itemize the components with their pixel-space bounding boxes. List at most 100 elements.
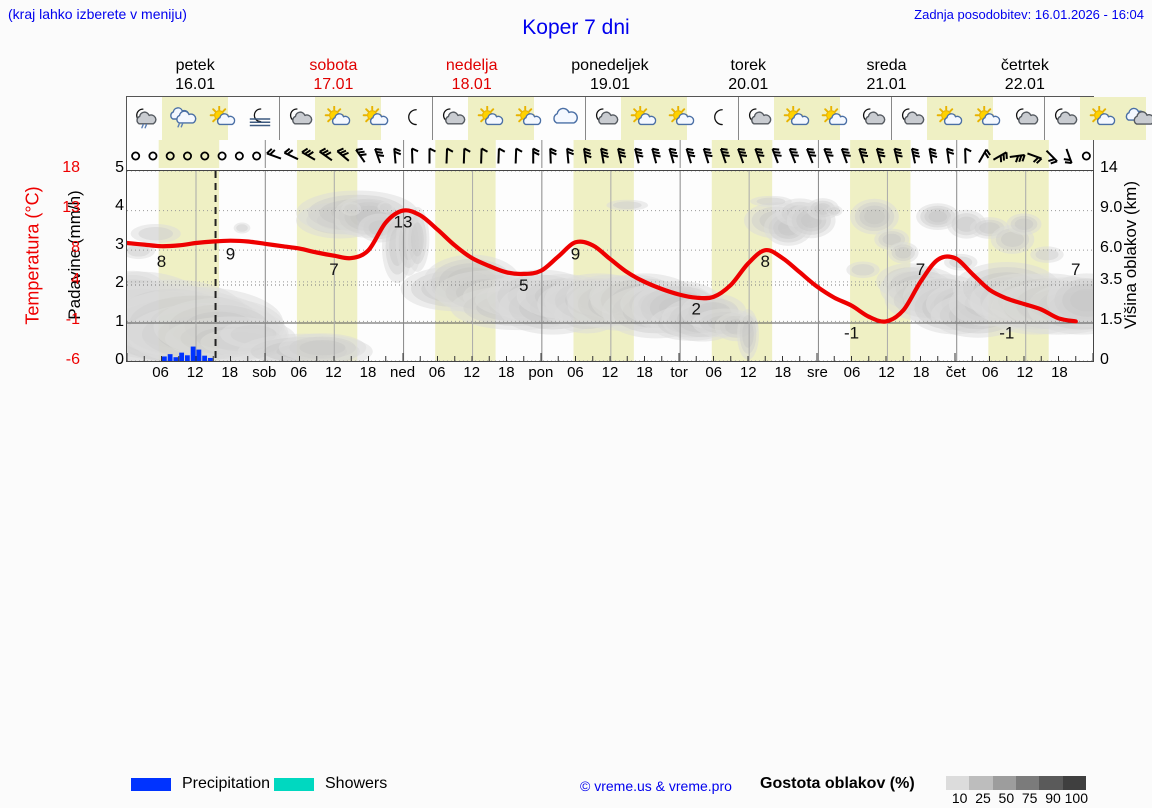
icon-day-column-5 [892,97,1045,140]
x-tick-label-2: 18 [221,364,238,381]
cloud-density-tick-1: 25 [975,790,991,806]
x-tick-label-7: ned [390,364,415,381]
temperature-value-label: 2 [692,300,701,319]
temperature-tick-5: -6 [40,351,80,369]
cloud-height-tick-5: 0 [1100,351,1146,369]
precipitation-tick-0: 5 [94,159,124,177]
showers-legend-label: Showers [325,775,387,793]
precipitation-legend-swatch [131,778,171,791]
sun-cloud-icon [777,97,815,140]
x-tick-label-20: 06 [844,364,861,381]
x-tick-label-13: 12 [602,364,619,381]
cloud-icon [547,97,585,140]
x-tick-label-21: 12 [878,364,895,381]
cloud-density-tick-4: 90 [1045,790,1061,806]
x-tick-label-26: 18 [1051,364,1068,381]
day-name: nedelja [403,56,541,75]
bottom-legend: Precipitation Showers © vreme.us & vreme… [0,386,1152,426]
temperature-value-label: 7 [329,260,338,279]
x-tick-label-4: 06 [291,364,308,381]
cloud-height-tick-4: 1.5 [1100,311,1146,329]
precipitation-tick-1: 4 [94,197,124,215]
temperature-value-label: 7 [1071,260,1080,279]
icon-day-column-1 [280,97,433,140]
cloud-height-tick-0: 14 [1100,159,1146,177]
cloud-density-tick-2: 50 [999,790,1015,806]
temperature-value-label: 9 [571,244,580,263]
sun-cloud-icon [318,97,356,140]
temperature-tick-0: 18 [40,159,80,177]
sun-cloud-icon [356,97,394,140]
day-name: torek [679,56,817,75]
sun-cloud-icon [203,97,241,140]
day-date: 22.01 [956,75,1094,94]
temperature-tick-2: 8 [40,239,80,257]
icon-day-column-2 [433,97,586,140]
precipitation-tick-5: 0 [94,351,124,369]
x-tick-label-24: 06 [982,364,999,381]
x-tick-label-10: 18 [498,364,515,381]
temperature-tick-4: -1 [40,311,80,329]
x-tick-label-22: 18 [913,364,930,381]
x-tick-label-17: 12 [740,364,757,381]
sun-cloud-icon [1083,97,1121,140]
day-date: 16.01 [126,75,264,94]
moon-fog-icon [241,97,279,140]
cloud-density-step-0 [946,776,969,790]
moon-icon [700,97,738,140]
day-name: sobota [264,56,402,75]
cloud-height-tick-1: 9.0 [1100,199,1146,217]
x-tick-label-18: 18 [775,364,792,381]
x-tick-label-9: 12 [463,364,480,381]
cloud-density-tick-3: 75 [1022,790,1038,806]
moon-cloud-icon [586,97,624,140]
sun-cloud-icon [471,97,509,140]
moon-cloud-icon [1006,97,1044,140]
precipitation-tick-2: 3 [94,236,124,254]
moon-cloud-icon [739,97,777,140]
day-name: sreda [817,56,955,75]
x-tick-label-23: čet [946,364,966,381]
icon-day-column-0 [127,97,280,140]
moon-cloud-icon [892,97,930,140]
sun-cloud-icon [930,97,968,140]
cloud-height-tick-2: 6.0 [1100,239,1146,257]
weather-icon-band [126,96,1094,140]
sun-cloud-icon [662,97,700,140]
icon-day-column-3 [586,97,739,140]
day-date: 18.01 [403,75,541,94]
day-name: ponedeljek [541,56,679,75]
moon-cloud-rain-icon [127,97,165,140]
sun-cloud-icon [624,97,662,140]
x-tick-label-8: 06 [429,364,446,381]
cloud-density-gradient [946,776,1086,790]
temperature-value-label: 13 [394,213,413,232]
x-tick-label-19: sre [807,364,828,381]
moon-cloud-icon [853,97,891,140]
copyright-link[interactable]: © vreme.us & vreme.pro [580,778,732,794]
cloud-density-tick-0: 10 [952,790,968,806]
icon-day-column-4 [739,97,892,140]
moon-cloud-icon [433,97,471,140]
temperature-value-label: 5 [519,276,528,295]
sun-cloud-icon [509,97,547,140]
cloud-cloud-rain-icon [165,97,203,140]
showers-legend-swatch [274,778,314,791]
day-date: 17.01 [264,75,402,94]
day-date: 20.01 [679,75,817,94]
wind-barb-band [126,140,1094,170]
cloud-density-step-3 [1016,776,1039,790]
day-date: 21.01 [817,75,955,94]
precipitation-tick-4: 1 [94,313,124,331]
cloud-density-step-2 [993,776,1016,790]
x-tick-label-11: pon [528,364,553,381]
temperature-value-label: 7 [916,260,925,279]
